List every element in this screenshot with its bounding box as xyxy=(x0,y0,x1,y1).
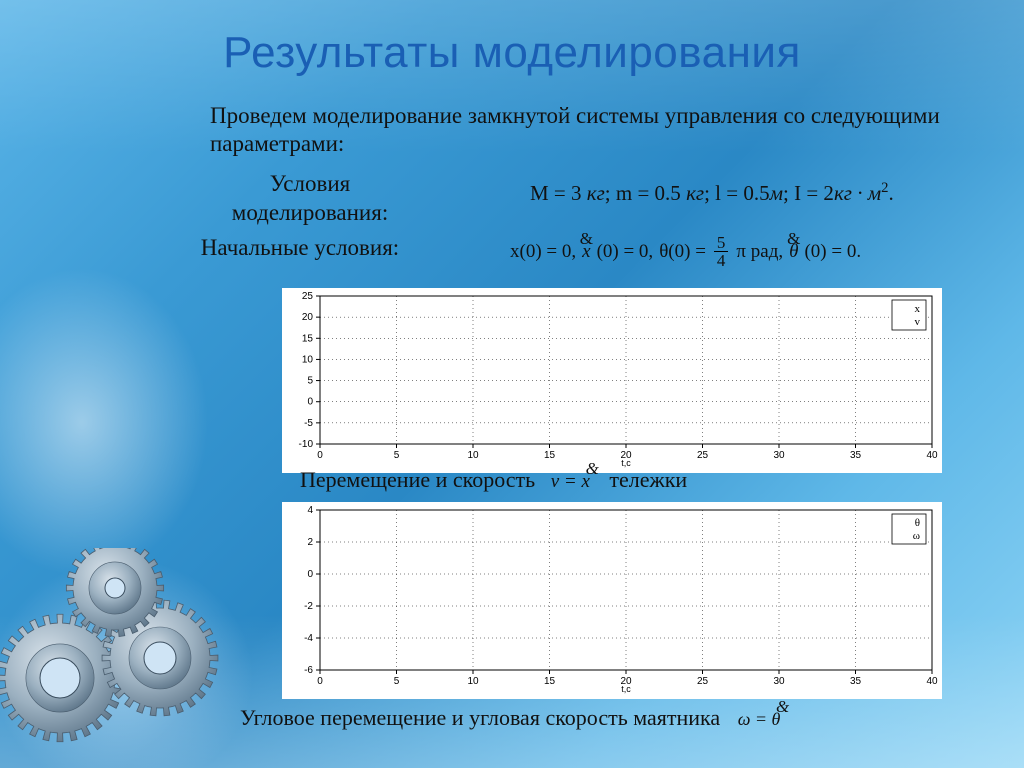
intro-text: Проведем моделирование замкнутой системы… xyxy=(210,102,970,157)
svg-text:15: 15 xyxy=(544,676,556,687)
chart2-caption: Угловое перемещение и угловая скорость м… xyxy=(240,705,1020,731)
chart-cart-position-velocity: 0510152025303540-10-50510152025t,сxv xyxy=(282,288,942,473)
xd0: (0) = 0, xyxy=(597,241,654,263)
conditions-label: Условия моделирования: xyxy=(200,170,420,228)
svg-text:30: 30 xyxy=(773,450,785,461)
svg-text:-6: -6 xyxy=(304,665,313,676)
chart2-svg: 0510152025303540-6-4-2024t,сθω xyxy=(282,502,942,694)
svg-text:25: 25 xyxy=(302,291,314,302)
gears-decoration xyxy=(0,548,270,748)
svg-text:35: 35 xyxy=(850,676,862,687)
parameter-equation: M = 3 кг; m = 0.5 кг; l = 0.5м; I = 2кг … xyxy=(530,180,894,206)
svg-text:10: 10 xyxy=(467,676,479,687)
x0: x(0) = 0, xyxy=(510,241,576,263)
svg-text:25: 25 xyxy=(697,676,709,687)
svg-text:-2: -2 xyxy=(304,601,313,612)
thd0: (0) = 0. xyxy=(804,241,861,263)
svg-text:-5: -5 xyxy=(304,418,313,429)
slide-title: Результаты моделирования xyxy=(0,28,1024,78)
svg-text:5: 5 xyxy=(394,450,400,461)
svg-text:-4: -4 xyxy=(304,633,313,644)
svg-text:ω: ω xyxy=(913,530,920,542)
thetadot-symbol: &θ xyxy=(789,241,798,263)
svg-text:15: 15 xyxy=(544,450,556,461)
fraction-5-4: 54 xyxy=(714,234,729,269)
svg-text:0: 0 xyxy=(307,569,313,580)
svg-text:t,с: t,с xyxy=(621,684,631,694)
svg-text:2: 2 xyxy=(307,537,313,548)
omega-eq-thetadot: ω = θ& xyxy=(738,709,785,729)
chart-pendulum-angle-velocity: 0510152025303540-6-4-2024t,сθω xyxy=(282,502,942,699)
svg-text:30: 30 xyxy=(773,676,785,687)
svg-text:0: 0 xyxy=(307,397,313,408)
svg-text:35: 35 xyxy=(850,450,862,461)
svg-text:15: 15 xyxy=(302,333,314,344)
th0: θ(0) = xyxy=(659,241,706,263)
svg-text:5: 5 xyxy=(394,676,400,687)
svg-text:5: 5 xyxy=(307,376,313,387)
svg-text:4: 4 xyxy=(307,505,313,516)
chart1-svg: 0510152025303540-10-50510152025t,сxv xyxy=(282,288,942,468)
svg-text:10: 10 xyxy=(467,450,479,461)
svg-text:0: 0 xyxy=(317,676,323,687)
svg-text:x: x xyxy=(915,303,921,315)
svg-text:25: 25 xyxy=(697,450,709,461)
svg-text:10: 10 xyxy=(302,354,314,365)
svg-text:20: 20 xyxy=(302,312,314,323)
slide: Результаты моделирования Проведем модели… xyxy=(0,0,1024,768)
v-eq-xdot: v = x& xyxy=(551,471,600,492)
svg-text:40: 40 xyxy=(926,450,938,461)
initial-conditions-label: Начальные условия: xyxy=(200,234,400,263)
svg-text:40: 40 xyxy=(926,676,938,687)
svg-text:-10: -10 xyxy=(299,439,314,450)
svg-text:v: v xyxy=(915,316,921,328)
initial-conditions-equation: x(0) = 0, &x (0) = 0, θ(0) = 54 π рад, &θ… xyxy=(510,234,861,269)
svg-text:0: 0 xyxy=(317,450,323,461)
chart1-caption: Перемещение и скорость v = x& тележки xyxy=(300,467,980,493)
th0-tail: π рад, xyxy=(736,241,783,263)
svg-text:θ: θ xyxy=(915,517,920,529)
xdot-symbol: &x xyxy=(582,241,590,263)
